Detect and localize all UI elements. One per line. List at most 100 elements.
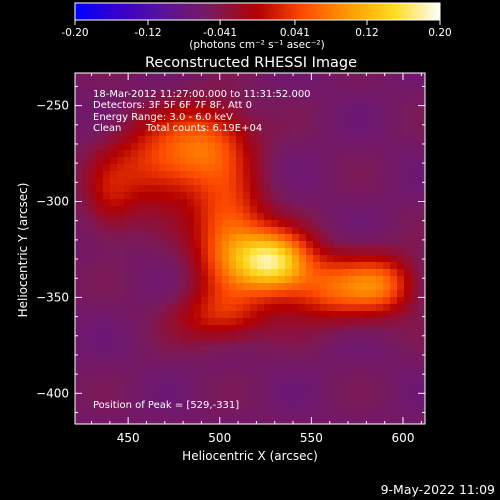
heatmap-cell bbox=[138, 87, 145, 94]
heatmap-cell bbox=[292, 136, 299, 143]
heatmap-cell bbox=[201, 276, 208, 283]
heatmap-cell bbox=[243, 402, 250, 409]
heatmap-cell bbox=[89, 213, 96, 220]
heatmap-cell bbox=[334, 318, 341, 325]
heatmap-cell bbox=[117, 360, 124, 367]
heatmap-cell bbox=[201, 136, 208, 143]
heatmap-cell bbox=[131, 108, 138, 115]
heatmap-cell bbox=[215, 227, 222, 234]
heatmap-cell bbox=[257, 353, 264, 360]
heatmap-cell bbox=[306, 318, 313, 325]
heatmap-cell bbox=[222, 416, 229, 423]
heatmap-cell bbox=[208, 311, 215, 318]
heatmap-cell bbox=[397, 227, 404, 234]
heatmap-cell bbox=[208, 360, 215, 367]
heatmap-cell bbox=[278, 129, 285, 136]
heatmap-cell bbox=[166, 80, 173, 87]
heatmap-cell bbox=[257, 318, 264, 325]
heatmap-cell bbox=[82, 94, 89, 101]
heatmap-cell bbox=[222, 346, 229, 353]
heatmap-cell bbox=[376, 255, 383, 262]
heatmap-cell bbox=[89, 283, 96, 290]
heatmap-cell bbox=[208, 150, 215, 157]
heatmap-cell bbox=[145, 339, 152, 346]
heatmap-cell bbox=[131, 129, 138, 136]
heatmap-cell bbox=[250, 374, 257, 381]
heatmap-cell bbox=[264, 220, 271, 227]
heatmap-cell bbox=[348, 311, 355, 318]
heatmap-cell bbox=[180, 367, 187, 374]
heatmap-cell bbox=[257, 339, 264, 346]
heatmap-cell bbox=[89, 269, 96, 276]
heatmap-cell bbox=[215, 395, 222, 402]
heatmap-cell bbox=[236, 164, 243, 171]
heatmap-cell bbox=[411, 178, 418, 185]
heatmap-cell bbox=[383, 206, 390, 213]
heatmap-cell bbox=[208, 374, 215, 381]
heatmap-cell bbox=[117, 276, 124, 283]
heatmap-cell bbox=[292, 87, 299, 94]
heatmap-cell bbox=[89, 73, 96, 80]
heatmap-cell bbox=[390, 136, 397, 143]
heatmap-cell bbox=[292, 234, 299, 241]
heatmap-cell bbox=[180, 136, 187, 143]
heatmap-cell bbox=[124, 234, 131, 241]
heatmap-cell bbox=[82, 150, 89, 157]
heatmap-cell bbox=[103, 269, 110, 276]
heatmap-cell bbox=[327, 290, 334, 297]
heatmap-cell bbox=[411, 332, 418, 339]
heatmap-cell bbox=[390, 318, 397, 325]
heatmap-cell bbox=[236, 192, 243, 199]
heatmap-cell bbox=[166, 395, 173, 402]
heatmap-cell bbox=[124, 164, 131, 171]
heatmap-cell bbox=[376, 402, 383, 409]
colorbar-unit-label: (photons cm⁻² s⁻¹ asec⁻²) bbox=[189, 39, 324, 51]
heatmap-cell bbox=[404, 129, 411, 136]
heatmap-cell bbox=[222, 388, 229, 395]
heatmap-cell bbox=[411, 227, 418, 234]
heatmap-cell bbox=[96, 297, 103, 304]
heatmap-cell bbox=[355, 115, 362, 122]
heatmap-cell bbox=[75, 290, 82, 297]
heatmap-cell bbox=[306, 269, 313, 276]
heatmap-cell bbox=[341, 171, 348, 178]
heatmap-cell bbox=[418, 178, 425, 185]
heatmap-cell bbox=[89, 227, 96, 234]
heatmap-cell bbox=[152, 416, 159, 423]
heatmap-cell bbox=[299, 143, 306, 150]
heatmap-cell bbox=[418, 185, 425, 192]
heatmap-cell bbox=[348, 269, 355, 276]
heatmap-cell bbox=[320, 360, 327, 367]
heatmap-cell bbox=[285, 395, 292, 402]
heatmap-cell bbox=[215, 381, 222, 388]
heatmap-cell bbox=[215, 87, 222, 94]
heatmap-cell bbox=[117, 150, 124, 157]
heatmap-cell bbox=[404, 80, 411, 87]
heatmap-cell bbox=[236, 101, 243, 108]
heatmap-cell bbox=[390, 73, 397, 80]
heatmap-cell bbox=[110, 339, 117, 346]
heatmap-cell bbox=[75, 129, 82, 136]
heatmap-cell bbox=[152, 325, 159, 332]
heatmap-cell bbox=[215, 213, 222, 220]
heatmap-cell bbox=[243, 283, 250, 290]
heatmap-cell bbox=[369, 395, 376, 402]
heatmap-cell bbox=[131, 136, 138, 143]
heatmap-cell bbox=[320, 108, 327, 115]
heatmap-cell bbox=[355, 402, 362, 409]
heatmap-cell bbox=[264, 409, 271, 416]
heatmap-cell bbox=[194, 122, 201, 129]
heatmap-cell bbox=[327, 87, 334, 94]
heatmap-cell bbox=[229, 206, 236, 213]
heatmap-cell bbox=[250, 115, 257, 122]
heatmap-cell bbox=[75, 164, 82, 171]
heatmap-cell bbox=[243, 150, 250, 157]
heatmap-cell bbox=[362, 248, 369, 255]
heatmap-cell bbox=[320, 388, 327, 395]
heatmap-cell bbox=[243, 213, 250, 220]
heatmap-cell bbox=[411, 199, 418, 206]
heatmap-cell bbox=[418, 416, 425, 423]
heatmap-cell bbox=[390, 409, 397, 416]
heatmap-cell bbox=[103, 115, 110, 122]
heatmap-cell bbox=[306, 122, 313, 129]
